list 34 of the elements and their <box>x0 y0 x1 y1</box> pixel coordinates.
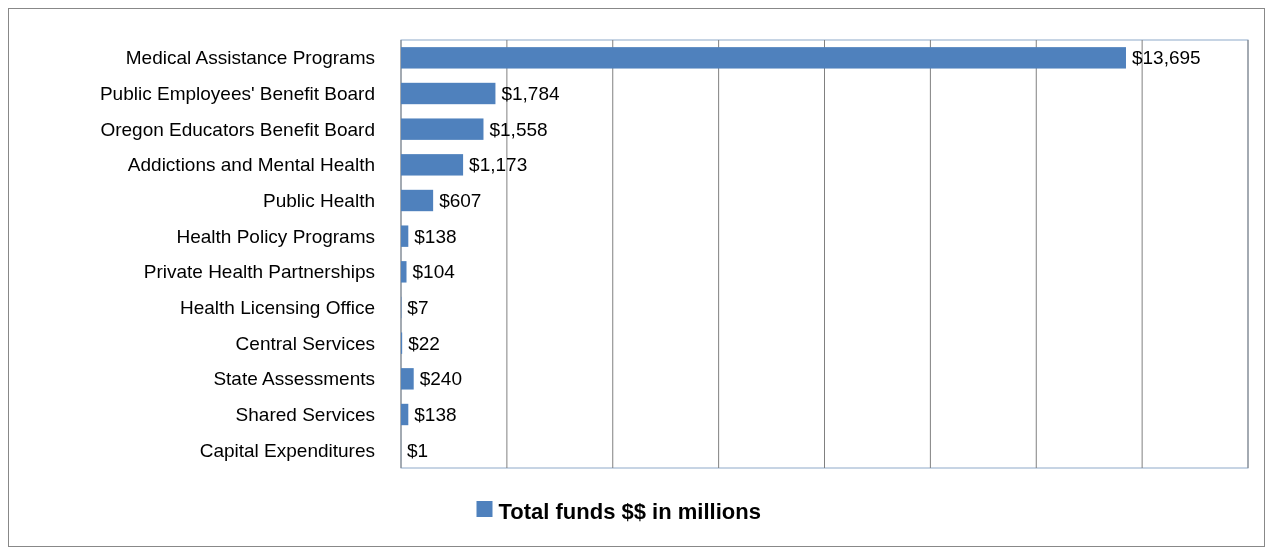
data-label: $1,173 <box>469 154 528 176</box>
bar <box>401 261 407 283</box>
data-label: $607 <box>439 190 482 212</box>
y-tick-label: Central Services <box>235 332 375 354</box>
y-tick-label: Public Employees' Benefit Board <box>99 83 375 105</box>
y-tick-label: State Assessments <box>213 368 375 390</box>
y-tick-label: Medical Assistance Programs <box>125 47 375 69</box>
bar <box>401 82 496 105</box>
y-tick-label: Private Health Partnerships <box>143 261 375 283</box>
data-label: $13,695 <box>1131 47 1201 69</box>
bar <box>401 47 1126 69</box>
data-label: $22 <box>408 332 440 354</box>
data-label: $240 <box>419 368 462 390</box>
data-label: $1,784 <box>501 83 560 105</box>
data-label: $7 <box>407 297 429 319</box>
bar <box>401 403 409 426</box>
bar <box>401 154 464 176</box>
bar <box>401 189 434 212</box>
bar <box>401 368 414 390</box>
bar <box>401 118 484 140</box>
bar <box>401 225 409 247</box>
y-tick-label: Addictions and Mental Health <box>127 154 375 176</box>
data-label: $138 <box>414 225 457 247</box>
y-tick-label: Shared Services <box>235 404 375 426</box>
data-label: $104 <box>412 261 456 283</box>
data-label: $1,558 <box>489 118 548 140</box>
y-tick-label: Health Policy Programs <box>176 225 375 247</box>
y-tick-label: Capital Expenditures <box>199 439 375 461</box>
y-tick-label: Public Health <box>263 190 375 212</box>
legend-label: Total funds $$ in millions <box>498 498 761 524</box>
y-tick-label: Oregon Educators Benefit Board <box>100 118 375 140</box>
y-tick-label: Health Licensing Office <box>179 297 375 319</box>
data-label: $1 <box>407 439 429 461</box>
data-label: $138 <box>414 404 457 426</box>
